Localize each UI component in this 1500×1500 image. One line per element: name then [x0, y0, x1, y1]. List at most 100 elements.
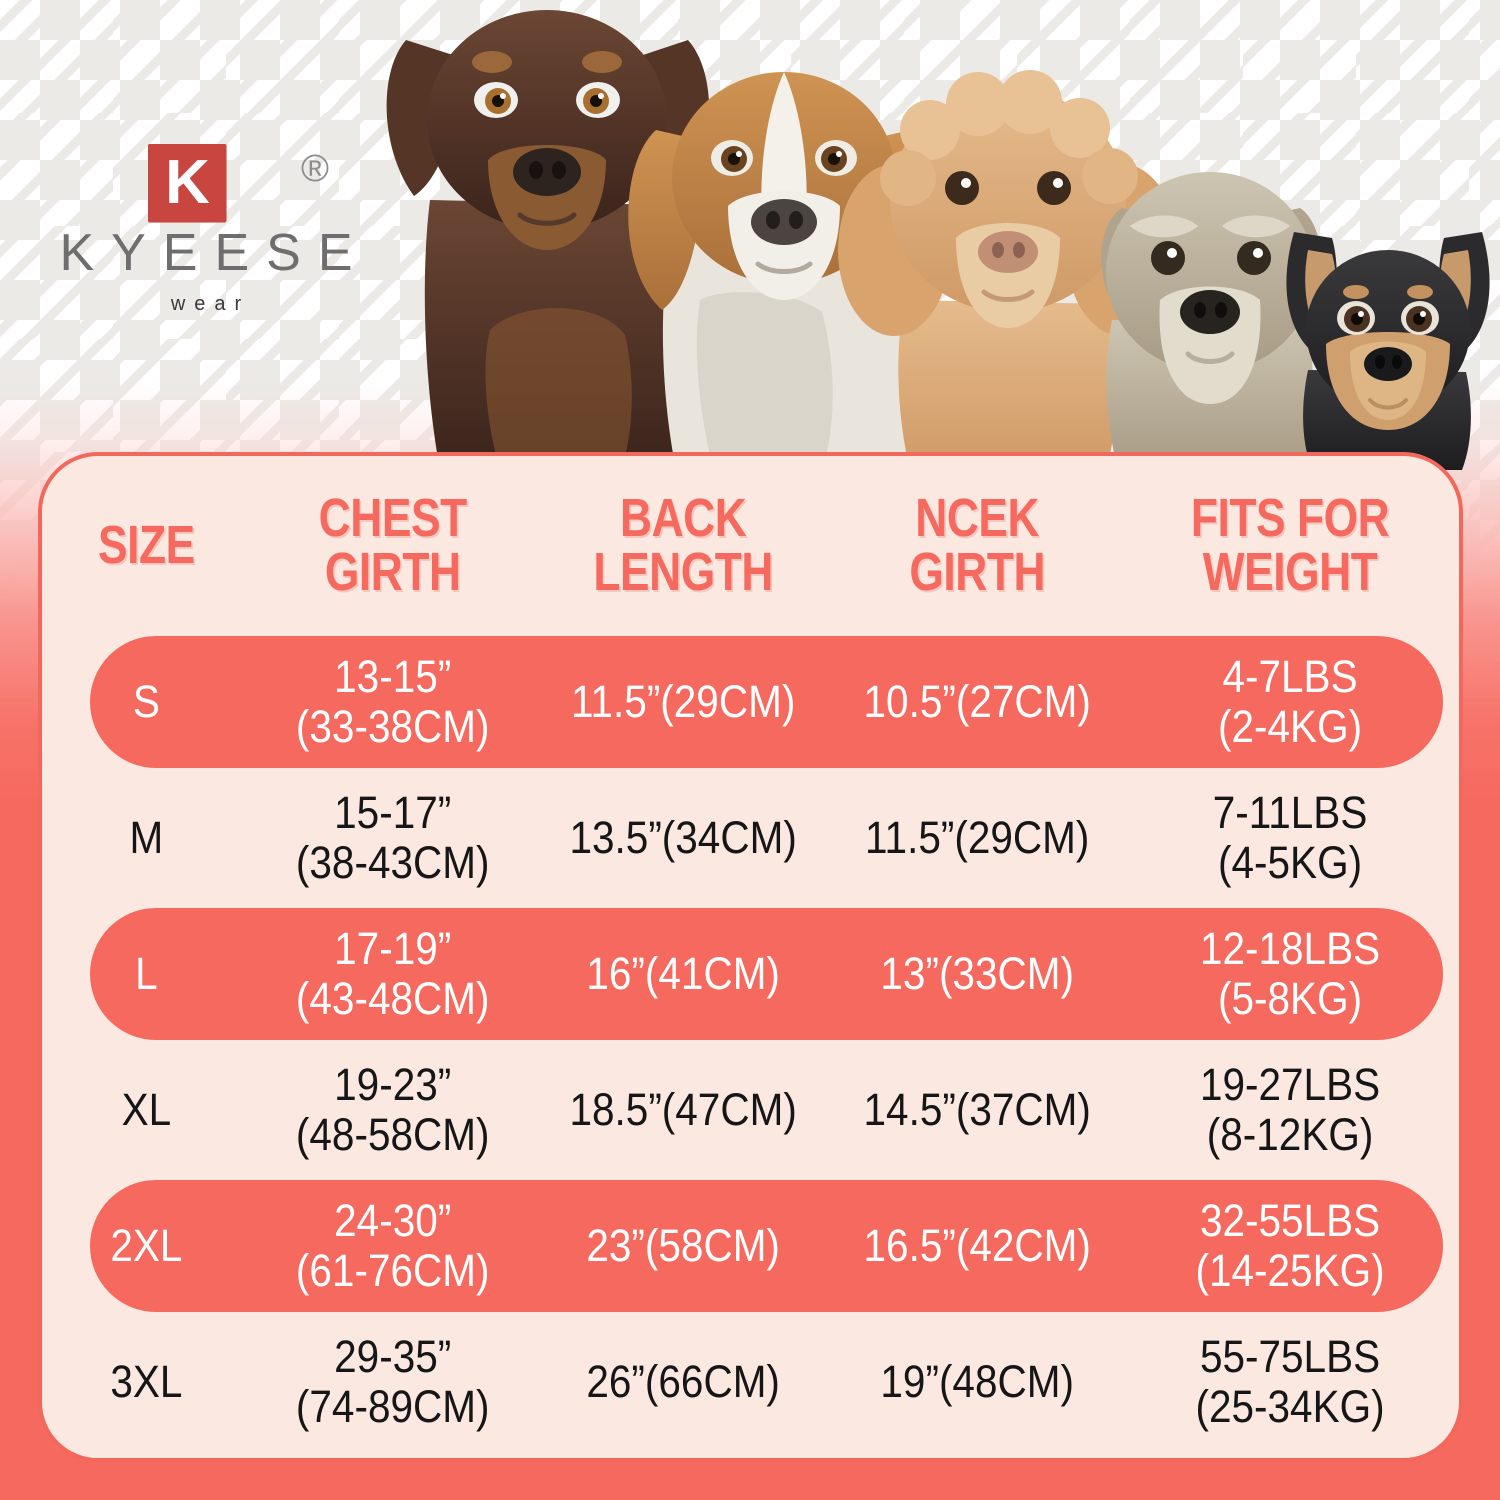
- logo-mark-letter: K: [165, 148, 210, 217]
- cell-fits-for-weight: 7-11LBS (4-5KG): [1121, 786, 1459, 889]
- logo-k-mark-icon: K: [148, 144, 226, 222]
- weight-lbs: 19-27LBS: [1199, 1058, 1381, 1110]
- cell-back-length: 18.5”(47CM): [534, 1083, 832, 1135]
- weight-kg: (5-8KG): [1217, 973, 1362, 1024]
- logo-mark-row: K ®: [36, 128, 376, 224]
- neck-girth-value: 16.5”(42CM): [863, 1219, 1091, 1271]
- chest-girth-inches: 17-19”: [333, 922, 452, 974]
- weight-lbs: 55-75LBS: [1199, 1330, 1381, 1382]
- header-back-line1: BACK: [620, 488, 747, 548]
- chest-girth-inches: 15-17”: [333, 786, 452, 838]
- header-neck-line2: GIRTH: [908, 542, 1045, 602]
- cell-size: L: [42, 947, 251, 999]
- chest-girth-cm: (33-38CM): [295, 701, 490, 752]
- header-back-line2: LENGTH: [593, 542, 774, 602]
- cell-back-length: 26”(66CM): [534, 1355, 832, 1407]
- cell-size: M: [42, 811, 251, 863]
- table-row: S 13-15” (33-38CM) 11.5”(29CM) 10.5”(27C…: [42, 634, 1459, 770]
- table-row: XL 19-23” (48-58CM) 18.5”(47CM) 14.5”(37…: [42, 1042, 1459, 1178]
- header-chest-line2: GIRTH: [324, 542, 461, 602]
- neck-girth-value: 11.5”(29CM): [864, 811, 1089, 863]
- weight-lbs: 4-7LBS: [1222, 650, 1358, 702]
- cell-fits-for-weight: 12-18LBS (5-8KG): [1121, 922, 1459, 1025]
- cell-neck-girth: 14.5”(37CM): [833, 1083, 1121, 1135]
- neck-girth-value: 14.5”(37CM): [863, 1083, 1091, 1135]
- size-label: S: [132, 675, 160, 727]
- weight-kg: (25-34KG): [1195, 1381, 1385, 1432]
- cell-chest-girth: 19-23” (48-58CM): [251, 1058, 534, 1161]
- cell-back-length: 13.5”(34CM): [534, 811, 832, 863]
- cell-neck-girth: 13”(33CM): [833, 947, 1121, 999]
- cell-size: S: [42, 675, 251, 727]
- chest-girth-inches: 19-23”: [333, 1058, 452, 1110]
- cell-neck-girth: 19”(48CM): [833, 1355, 1121, 1407]
- weight-kg: (2-4KG): [1217, 701, 1362, 752]
- size-chart-card: SIZE CHEST GIRTH BACK LENGTH NCEK GIRTH …: [38, 452, 1463, 1462]
- chest-girth-inches: 24-30”: [333, 1194, 452, 1246]
- table-row: L 17-19” (43-48CM) 16”(41CM) 13”(33CM) 1…: [42, 906, 1459, 1042]
- cell-fits-for-weight: 19-27LBS (8-12KG): [1121, 1058, 1459, 1161]
- chest-girth-inches: 13-15”: [333, 650, 452, 702]
- table-row: M 15-17” (38-43CM) 13.5”(34CM) 11.5”(29C…: [42, 770, 1459, 906]
- header-cell-neck-girth: NCEK GIRTH: [833, 491, 1121, 599]
- back-length-value: 26”(66CM): [586, 1355, 781, 1407]
- cell-neck-girth: 11.5”(29CM): [833, 811, 1121, 863]
- brand-logo: K ® KYEESE wear: [36, 128, 376, 316]
- chest-girth-cm: (61-76CM): [295, 1245, 490, 1296]
- cell-fits-for-weight: 55-75LBS (25-34KG): [1121, 1330, 1459, 1433]
- brand-tagline: wear: [170, 292, 251, 315]
- header-cell-chest-girth: CHEST GIRTH: [251, 491, 534, 599]
- weight-kg: (8-12KG): [1206, 1109, 1374, 1160]
- brand-name: KYEESE: [59, 224, 370, 282]
- row-highlight-pill: [90, 908, 1443, 1040]
- row-highlight-pill: [90, 1180, 1443, 1312]
- cell-neck-girth: 10.5”(27CM): [833, 676, 1121, 727]
- size-label: 2XL: [110, 1219, 183, 1271]
- dogs-illustration: [386, 10, 1490, 470]
- chest-girth-inches: 29-35”: [333, 1330, 452, 1382]
- cell-size: 2XL: [42, 1219, 251, 1271]
- weight-kg: (14-25KG): [1195, 1245, 1385, 1296]
- table-row: 2XL 24-30” (61-76CM) 23”(58CM) 16.5”(42C…: [42, 1178, 1459, 1314]
- chest-girth-cm: (38-43CM): [295, 837, 490, 888]
- size-label: M: [129, 811, 164, 863]
- cell-back-length: 16”(41CM): [534, 947, 832, 999]
- cell-chest-girth: 15-17” (38-43CM): [251, 786, 534, 889]
- cell-back-length: 11.5”(29CM): [534, 675, 832, 727]
- dog-schnauzer: [1101, 172, 1321, 470]
- back-length-value: 16”(41CM): [586, 947, 781, 999]
- chest-girth-cm: (48-58CM): [295, 1109, 490, 1160]
- dog-chihuahua: [1286, 232, 1490, 470]
- cell-chest-girth: 13-15” (33-38CM): [251, 650, 534, 753]
- back-length-value: 13.5”(34CM): [569, 811, 798, 863]
- chest-girth-cm: (43-48CM): [295, 973, 490, 1024]
- weight-lbs: 7-11LBS: [1212, 786, 1368, 838]
- row-highlight-pill: [90, 636, 1443, 768]
- header-cell-back-length: BACK LENGTH: [534, 491, 832, 599]
- back-length-value: 18.5”(47CM): [569, 1083, 798, 1135]
- size-label: 3XL: [110, 1355, 183, 1407]
- neck-girth-value: 13”(33CM): [879, 947, 1074, 999]
- cell-back-length: 23”(58CM): [534, 1219, 832, 1271]
- header-weight-line2: WEIGHT: [1202, 542, 1378, 602]
- header-cell-size: SIZE: [42, 518, 251, 572]
- table-row: 3XL 29-35” (74-89CM) 26”(66CM) 19”(48CM)…: [42, 1314, 1459, 1450]
- weight-kg: (4-5KG): [1217, 837, 1362, 888]
- neck-girth-value: 19”(48CM): [879, 1355, 1074, 1407]
- back-length-value: 23”(58CM): [586, 1219, 781, 1271]
- cell-chest-girth: 29-35” (74-89CM): [251, 1330, 534, 1433]
- back-length-value: 11.5”(29CM): [571, 675, 796, 727]
- header-neck-line1: NCEK: [914, 488, 1039, 548]
- weight-lbs: 12-18LBS: [1199, 922, 1381, 974]
- dogs-hero-image: [370, 0, 1500, 470]
- header-chest-line1: CHEST: [318, 488, 467, 548]
- cell-fits-for-weight: 32-55LBS (14-25KG): [1121, 1195, 1459, 1297]
- cell-size: XL: [42, 1083, 251, 1135]
- size-label: XL: [121, 1083, 172, 1135]
- chest-girth-cm: (74-89CM): [295, 1381, 490, 1432]
- header-cell-fits-for-weight: FITS FOR WEIGHT: [1121, 491, 1459, 599]
- size-label: L: [135, 947, 158, 999]
- dog-poodle: [838, 70, 1178, 470]
- cell-chest-girth: 24-30” (61-76CM): [251, 1194, 534, 1297]
